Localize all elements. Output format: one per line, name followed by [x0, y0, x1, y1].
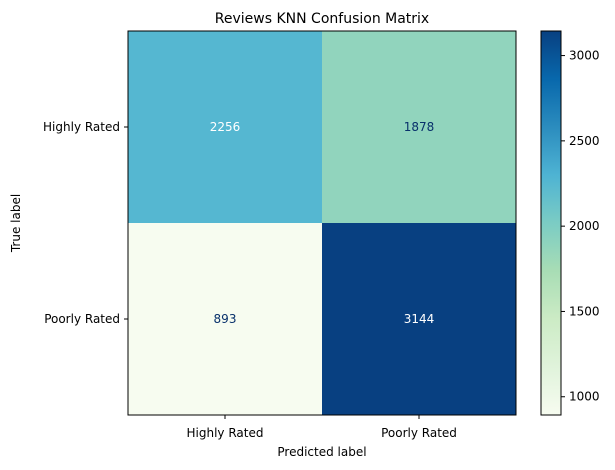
plot-frame: [127, 30, 517, 416]
colorbar-tick-label: 3000: [569, 49, 600, 63]
matrix-cell: [128, 31, 322, 223]
matrix-cell: [322, 31, 516, 223]
y-tick-label: Poorly Rated: [44, 312, 120, 326]
cell-value-label: 1878: [404, 120, 435, 134]
cell-value-label: 893: [214, 312, 237, 326]
x-axis-ticks: Highly Rated Poorly Rated: [187, 415, 457, 440]
cell-value-label: 2256: [210, 120, 241, 134]
colorbar-tick-label: 1500: [569, 304, 600, 318]
matrix-cells: 2256 1878 893 3144: [128, 31, 516, 415]
cell-value-label: 3144: [404, 312, 435, 326]
y-axis-label: True label: [9, 194, 23, 253]
y-tick-label: Highly Rated: [43, 120, 120, 134]
chart-title: Reviews KNN Confusion Matrix: [215, 11, 429, 27]
colorbar-tick-label: 2000: [569, 219, 600, 233]
x-tick-label: Highly Rated: [187, 426, 264, 440]
colorbar-ticks: 1000 1500 2000 2500 3000: [561, 49, 600, 404]
colorbar: [540, 30, 562, 416]
colorbar-tick-label: 1000: [569, 390, 600, 404]
y-axis-ticks: Highly Rated Poorly Rated: [43, 120, 128, 326]
x-axis-label: Predicted label: [277, 445, 366, 459]
x-tick-label: Poorly Rated: [381, 426, 457, 440]
matrix-cell: [322, 223, 516, 415]
matrix-cell: [128, 223, 322, 415]
colorbar-tick-label: 2500: [569, 134, 600, 148]
